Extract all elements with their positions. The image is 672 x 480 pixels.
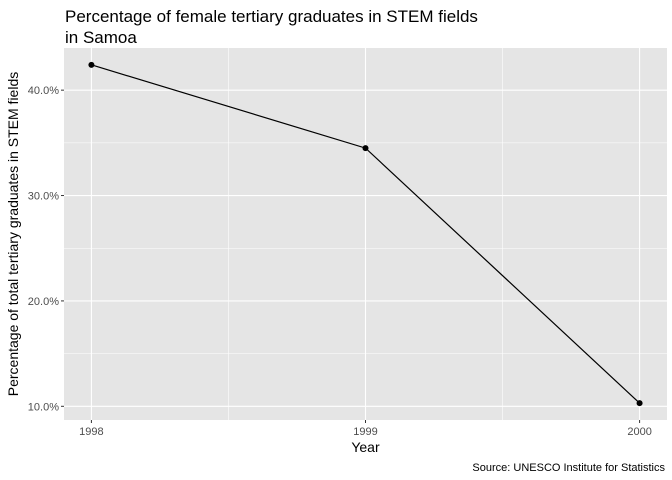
major-gridlines	[64, 48, 667, 420]
series-layer	[88, 61, 643, 407]
x-axis: 1998 1999 2000	[79, 420, 652, 438]
chart-title-line-1: Percentage of female tertiary graduates …	[65, 7, 478, 26]
y-tick-label: 20.0%	[28, 296, 59, 308]
source-caption: Source: UNESCO Institute for Statistics	[472, 462, 665, 474]
y-tick-label: 30.0%	[28, 191, 59, 203]
x-tick-label: 1998	[79, 426, 103, 438]
y-axis-title: Percentage of total tertiary graduates i…	[5, 72, 21, 397]
x-axis-title: Year	[351, 439, 380, 455]
data-point	[636, 400, 643, 407]
y-axis: 10.0% 20.0% 30.0% 40.0%	[28, 85, 64, 413]
x-tick-label: 1999	[353, 426, 377, 438]
y-tick-label: 40.0%	[28, 85, 59, 97]
data-point	[88, 61, 95, 68]
data-point	[362, 145, 369, 152]
chart-title: Percentage of female tertiary graduates …	[65, 6, 478, 48]
x-tick-label: 2000	[627, 426, 651, 438]
chart-title-line-2: in Samoa	[65, 28, 137, 47]
y-tick-label: 10.0%	[28, 401, 59, 413]
